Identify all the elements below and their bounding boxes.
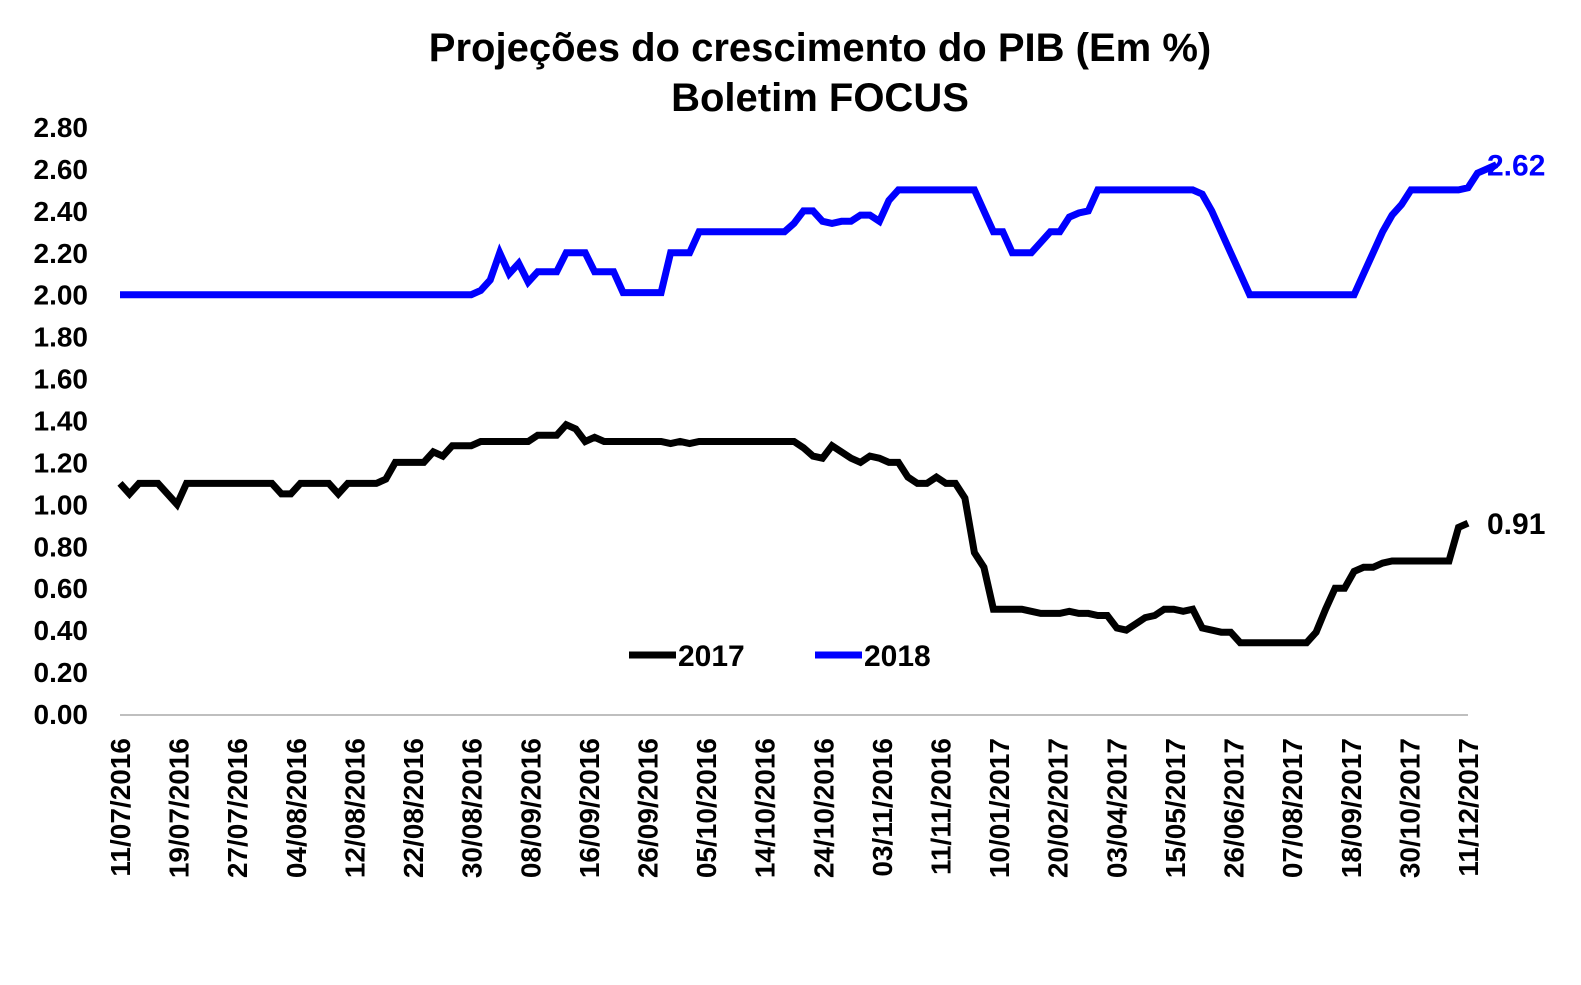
y-tick-label: 0.80 — [34, 531, 89, 562]
x-tick-label: 11/07/2016 — [105, 738, 136, 877]
x-tick-label: 07/08/2017 — [1277, 738, 1308, 878]
legend-label-2018: 2018 — [864, 640, 931, 673]
x-tick-label: 03/11/2016 — [867, 738, 898, 877]
y-tick-label: 0.20 — [34, 657, 89, 688]
y-tick-label: 2.40 — [34, 196, 89, 227]
x-tick-label: 30/10/2017 — [1394, 738, 1425, 878]
series-line-2018 — [120, 161, 1498, 299]
x-tick-label: 08/09/2016 — [515, 738, 546, 878]
x-tick-label: 27/07/2016 — [222, 738, 253, 878]
chart-title: Projeções do crescimento do PIB (Em %) — [428, 26, 1212, 70]
y-axis: 0.00 0.20 0.40 0.60 0.80 1.00 1.20 1.40 1.60 1.80… — [34, 112, 89, 730]
x-tick-label: 12/08/2016 — [339, 738, 370, 878]
x-tick-label: 26/09/2016 — [632, 738, 663, 878]
chart-subtitle: Boletim FOCUS — [671, 76, 969, 120]
x-tick-label: 04/08/2016 — [281, 738, 312, 878]
end-value-label-2018: 2.62 — [1487, 150, 1545, 183]
end-value-label-2017: 0.91 — [1487, 508, 1545, 541]
y-tick-label: 2.60 — [34, 154, 89, 185]
y-tick-label: 1.00 — [34, 489, 89, 520]
y-tick-label: 2.80 — [34, 112, 89, 143]
y-tick-label: 2.00 — [34, 280, 89, 311]
end-labels: 0.91 2.62 — [1487, 150, 1545, 541]
x-axis: 11/07/2016 19/07/2016 27/07/2016 04/08/2016… — [105, 714, 1484, 878]
legend-label-2017: 2017 — [678, 640, 745, 673]
x-tick-label: 20/02/2017 — [1043, 738, 1074, 878]
x-tick-label: 15/05/2017 — [1160, 738, 1191, 878]
series-layer — [117, 161, 1498, 647]
y-tick-label: 2.20 — [34, 238, 89, 269]
x-tick-label: 24/10/2016 — [808, 738, 839, 878]
y-tick-label: 1.80 — [34, 322, 89, 353]
x-tick-label: 14/10/2016 — [750, 738, 781, 878]
y-tick-label: 1.60 — [34, 364, 89, 395]
x-tick-label: 16/09/2016 — [574, 738, 605, 878]
x-tick-label: 05/10/2016 — [691, 738, 722, 878]
legend: 2017 2018 — [629, 640, 931, 673]
x-tick-label: 18/09/2017 — [1336, 738, 1367, 878]
x-tick-label: 10/01/2017 — [984, 738, 1015, 878]
x-tick-label: 26/06/2017 — [1219, 738, 1250, 878]
x-tick-label: 11/12/2017 — [1453, 738, 1484, 877]
x-tick-label: 11/11/2016 — [926, 738, 957, 875]
x-tick-label: 30/08/2016 — [457, 738, 488, 878]
x-tick-label: 19/07/2016 — [164, 738, 195, 878]
y-tick-label: 0.40 — [34, 615, 89, 646]
y-tick-label: 1.20 — [34, 447, 89, 478]
x-tick-label: 22/08/2016 — [398, 738, 429, 878]
x-tick-label: 03/04/2017 — [1101, 738, 1132, 878]
series-line-2017 — [117, 420, 1470, 647]
y-tick-label: 0.60 — [34, 573, 89, 604]
y-tick-label: 1.40 — [34, 406, 89, 437]
y-tick-label: 0.00 — [34, 699, 89, 730]
